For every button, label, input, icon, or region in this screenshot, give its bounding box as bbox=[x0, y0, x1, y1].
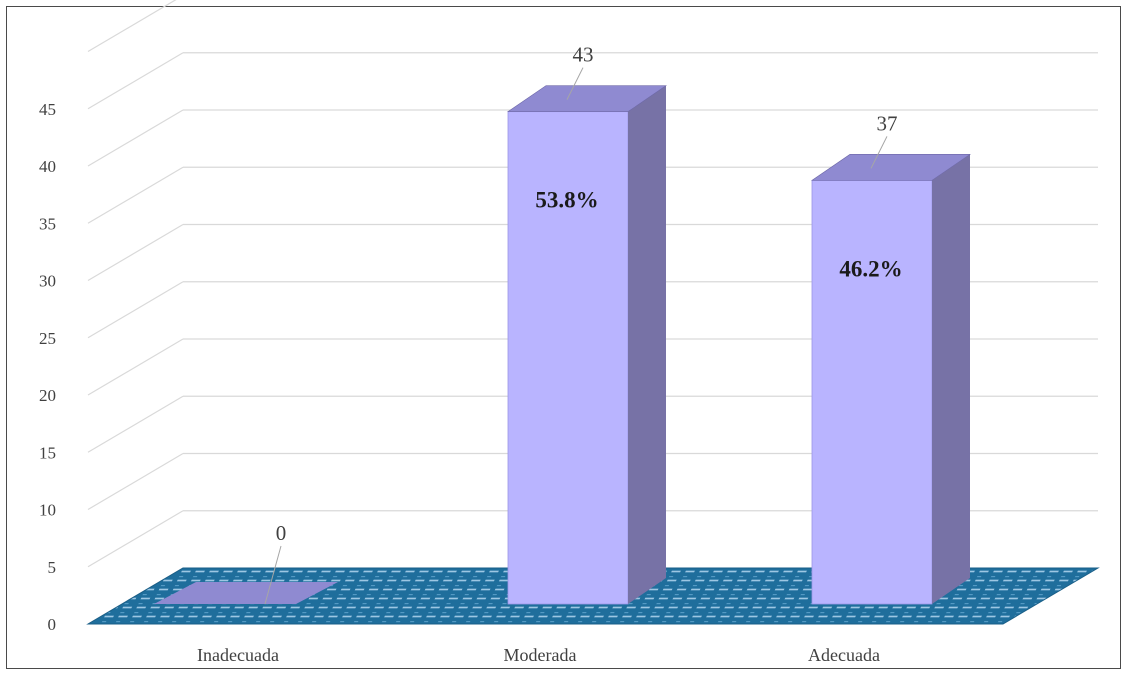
bar-front-adecuada bbox=[811, 179, 933, 605]
value-label: 37 bbox=[877, 111, 898, 135]
gridline-diagonal bbox=[87, 52, 184, 110]
category-label: Adecuada bbox=[808, 645, 880, 665]
y-axis: 0 5 10 15 20 25 30 35 40 45 bbox=[39, 100, 56, 634]
gridline-diagonal bbox=[87, 510, 184, 568]
gridline-diagonal bbox=[87, 223, 184, 282]
y-tick-label: 0 bbox=[48, 615, 57, 634]
category-label: Moderada bbox=[504, 645, 577, 665]
bars bbox=[154, 85, 971, 605]
percent-label: 53.8% bbox=[535, 188, 598, 213]
gridline-diagonal bbox=[87, 452, 184, 511]
y-tick-label: 15 bbox=[39, 443, 56, 462]
bar-top-inadecuada bbox=[154, 582, 338, 604]
y-tick-label: 25 bbox=[39, 329, 56, 348]
bar-top-adecuada bbox=[811, 154, 971, 181]
value-label-leader bbox=[264, 545, 282, 605]
bar-side-moderada bbox=[628, 85, 666, 604]
bar-top-moderada bbox=[507, 85, 667, 112]
gridline-diagonal bbox=[87, 109, 184, 167]
value-label: 43 bbox=[573, 43, 594, 67]
y-tick-label: 40 bbox=[39, 157, 56, 176]
value-label-leader bbox=[566, 67, 584, 100]
gridline-diagonal bbox=[87, 166, 184, 224]
y-tick-label: 5 bbox=[48, 558, 57, 577]
category-label: Inadecuada bbox=[197, 645, 279, 665]
y-tick-label: 30 bbox=[39, 272, 56, 291]
y-tick-label: 20 bbox=[39, 386, 56, 405]
gridline-diagonal bbox=[87, 338, 184, 396]
data-labels: 0 Inadecuada 43 53.8% Moderada 37 46.2% Adecuad… bbox=[197, 43, 903, 665]
percent-label: 46.2% bbox=[839, 256, 902, 281]
bar-side-adecuada bbox=[932, 154, 970, 604]
value-label-leader bbox=[870, 136, 888, 169]
gridline-diagonal bbox=[87, 395, 184, 453]
gridline-diagonal bbox=[87, 281, 184, 339]
y-tick-label: 35 bbox=[39, 214, 56, 233]
y-tick-label: 10 bbox=[39, 501, 56, 520]
y-tick-label: 45 bbox=[39, 100, 56, 119]
gridline-diagonal bbox=[87, 0, 177, 53]
bar-front-moderada bbox=[507, 111, 629, 605]
value-label: 0 bbox=[276, 521, 287, 545]
